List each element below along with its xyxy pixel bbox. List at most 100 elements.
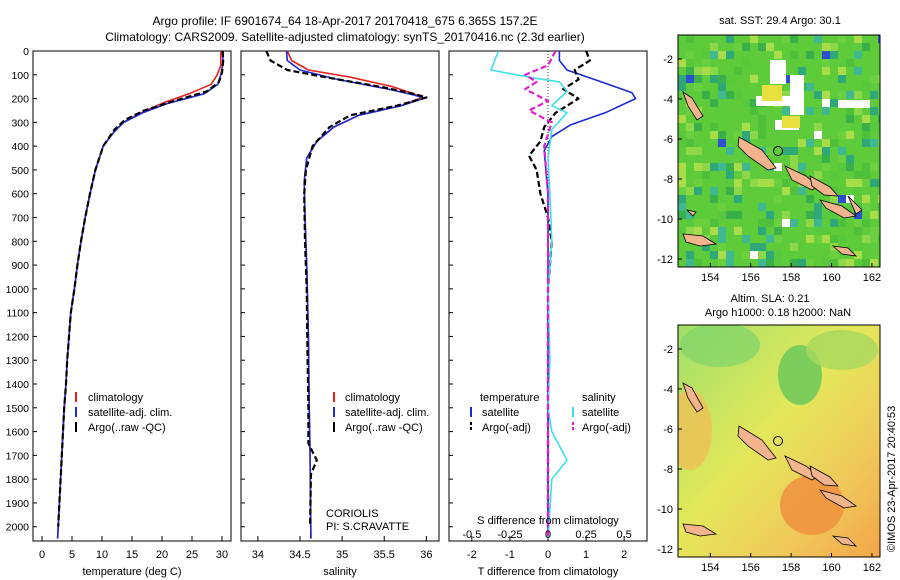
lat-tick-label: -2 <box>663 54 673 66</box>
sst-cell <box>702 91 710 99</box>
sst-cell <box>758 123 766 131</box>
sst-cell <box>814 107 822 115</box>
sst-cell <box>758 259 766 267</box>
lat-tick-label: -4 <box>663 94 673 106</box>
sst-cell <box>686 67 694 75</box>
sst-cell <box>710 67 718 75</box>
sst-masked-area <box>770 60 786 84</box>
sst-cell <box>734 227 742 235</box>
sst-cell <box>814 155 822 163</box>
sst-cell <box>694 179 702 187</box>
sst-cell <box>774 259 782 267</box>
sst-cell <box>710 75 718 83</box>
legend-s-satellite: satellite <box>582 407 619 419</box>
sst-cell <box>822 67 830 75</box>
sst-cell <box>862 123 870 131</box>
sst-cell <box>822 43 830 51</box>
sst-cell <box>734 131 742 139</box>
sst-cell <box>742 43 750 51</box>
lon-tick-label: 162 <box>863 272 881 284</box>
sst-cell <box>710 131 718 139</box>
series-line-t-argo-adj <box>527 51 591 539</box>
sst-cell <box>854 219 862 227</box>
sst-map-axes: 154 156 158 160 162 -2 -4 -6 -8 -10 -12 <box>657 54 881 284</box>
sst-cell <box>710 163 718 171</box>
sst-cell <box>790 259 798 267</box>
x-tick-label: 10 <box>96 549 108 561</box>
salinity-difference-tick-label: 0.5 <box>617 529 632 541</box>
x-tick-label: 25 <box>186 549 198 561</box>
series-line-argo-raw-qc <box>57 51 225 527</box>
sst-cell <box>798 163 806 171</box>
island <box>682 523 718 537</box>
sst-cell <box>806 139 814 147</box>
salinity-difference-tick-label: -0.5 <box>462 529 481 541</box>
legend-satellite: satellite-adj. clim. <box>88 407 172 419</box>
sst-warm-area <box>762 85 782 101</box>
sst-cell <box>822 107 830 115</box>
sst-cell <box>678 227 686 235</box>
sst-cell <box>854 171 862 179</box>
depth-tick-label: 900 <box>11 260 29 272</box>
sst-cell <box>838 91 846 99</box>
sst-cell <box>734 91 742 99</box>
sst-cell <box>830 171 838 179</box>
temperature-plot-frame <box>32 50 232 542</box>
sst-cell <box>854 187 862 195</box>
series-line-s-satellite <box>490 51 568 539</box>
sst-cell <box>870 139 878 147</box>
sst-cell <box>750 99 758 107</box>
temperature-legend: climatology satellite-adj. clim. Argo(..… <box>75 392 172 434</box>
sst-cell <box>814 147 822 155</box>
salinity-series <box>265 51 428 539</box>
sst-cell <box>846 131 854 139</box>
pi-label: PI: S.CRAVATTE <box>326 521 409 533</box>
sst-cell <box>750 251 758 259</box>
sst-cell <box>814 91 822 99</box>
sst-cell <box>862 83 870 91</box>
sst-map <box>678 35 880 267</box>
lat-tick-label: -12 <box>657 544 673 556</box>
sst-cell <box>862 115 870 123</box>
sst-cell <box>694 227 702 235</box>
sst-cell <box>782 211 790 219</box>
series-line-argo-raw-qc <box>265 51 428 527</box>
sst-cell <box>830 211 838 219</box>
sst-cell <box>862 259 870 267</box>
sst-cell <box>854 107 862 115</box>
salinity-plot-frame <box>240 50 440 542</box>
sst-cell <box>686 139 694 147</box>
depth-tick-label: 1500 <box>6 403 30 415</box>
sla-map-axes: 154 156 158 160 162 -2 -4 -6 -8 -10 -12 <box>657 344 881 574</box>
island <box>737 425 777 461</box>
sst-cell <box>774 235 782 243</box>
sst-cell <box>878 115 880 123</box>
lon-tick-label: 156 <box>742 272 760 284</box>
sst-cell <box>862 235 870 243</box>
lon-tick-label: 154 <box>701 562 719 574</box>
sst-cell <box>862 219 870 227</box>
sst-cell <box>878 75 880 83</box>
sst-cell <box>766 43 774 51</box>
sst-cell <box>822 163 830 171</box>
depth-tick-label: 700 <box>11 213 29 225</box>
sst-cell <box>838 147 846 155</box>
sst-cell <box>854 179 862 187</box>
sst-cell <box>790 243 798 251</box>
sla-low-anomaly <box>806 330 878 370</box>
x-tick-label: -2 <box>467 549 477 561</box>
sst-cell <box>742 123 750 131</box>
depth-tick-label: 200 <box>11 94 29 106</box>
sst-cell <box>774 51 782 59</box>
sst-cell <box>862 195 870 203</box>
x-tick-label: 1 <box>583 549 589 561</box>
sla-map-frame <box>677 324 881 558</box>
legend-satellite: satellite-adj. clim. <box>345 407 429 419</box>
sst-cell <box>694 123 702 131</box>
depth-tick-label: 1900 <box>6 498 30 510</box>
legend-climatology: climatology <box>345 392 401 404</box>
sst-cell <box>822 51 830 59</box>
sst-cell <box>854 91 862 99</box>
sst-cell <box>686 51 694 59</box>
sst-cell <box>750 179 758 187</box>
